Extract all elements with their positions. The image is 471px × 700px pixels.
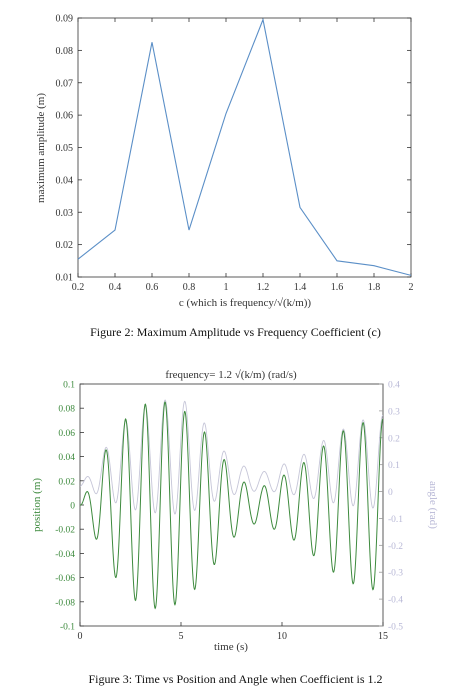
y-tick-label: -0.04 <box>55 550 75 560</box>
y-tick-label: -0.02 <box>55 526 75 536</box>
x-tick-label: 1 <box>224 282 229 293</box>
y-tick-label: 0.06 <box>58 429 75 439</box>
y2-tick-label: -0.4 <box>388 596 403 606</box>
angle-series-line <box>79 399 384 515</box>
position-series-line <box>79 401 384 610</box>
y2-tick-label: 0.2 <box>388 434 400 444</box>
amplitude-series-line <box>77 17 412 276</box>
y-tick-label: 0.09 <box>56 14 74 25</box>
x-tick-label: 1.2 <box>257 282 270 293</box>
plot-area <box>77 17 412 278</box>
x-tick-label: 0.4 <box>109 282 122 293</box>
amplitude-chart: maximum amplitude (m) c (which is freque… <box>35 14 414 310</box>
y-tick-label: 0.08 <box>56 46 74 57</box>
x-axis-label: time (s) <box>214 641 248 653</box>
y2-tick-label: 0.3 <box>388 407 400 417</box>
y-axis-label: position (m) <box>31 478 43 532</box>
y-tick-label: 0.03 <box>56 208 74 219</box>
y2-tick-label: -0.2 <box>388 542 403 552</box>
x-tick-label: 1.4 <box>294 282 307 293</box>
x-tick-label: 0.2 <box>72 282 85 293</box>
x-tick-label: 2 <box>409 282 414 293</box>
y2-tick-label: -0.3 <box>388 569 403 579</box>
x-axis-label: c (which is frequency/√(k/m)) <box>179 297 312 309</box>
y-tick-label: 0 <box>70 502 75 512</box>
y-tick-label: 0.08 <box>58 405 75 415</box>
time-position-chart: frequency= 1.2 √(k/m) (rad/s) position (… <box>31 369 439 653</box>
y-tick-label: 0.04 <box>56 175 74 186</box>
y-tick-label: 0.02 <box>58 477 75 487</box>
x-tick-label: 1.6 <box>331 282 344 293</box>
x-tick-label: 1.8 <box>368 282 381 293</box>
x-tick-label: 5 <box>179 631 184 642</box>
x-tick-label: 10 <box>277 631 287 642</box>
y-tick-label: 0.05 <box>56 143 74 154</box>
y2-tick-label: -0.5 <box>388 623 403 633</box>
y-tick-label: 0.02 <box>56 240 74 251</box>
y-tick-label: 0.06 <box>56 111 74 122</box>
y-tick-label: 0.07 <box>56 78 74 89</box>
y-tick-label: 0.01 <box>56 273 74 284</box>
y-tick-label: -0.1 <box>60 623 75 633</box>
y2-tick-label: 0.1 <box>388 461 400 471</box>
y-tick-label: 0.04 <box>58 453 75 463</box>
y-tick-label: -0.08 <box>55 598 75 608</box>
x-tick-label: 0.8 <box>183 282 196 293</box>
chart-title: frequency= 1.2 √(k/m) (rad/s) <box>165 369 297 381</box>
y2-axis-label: angle (rad) <box>427 481 439 529</box>
figure-2-caption: Figure 2: Maximum Amplitude vs Frequency… <box>90 325 381 339</box>
y2-tick-label: -0.1 <box>388 515 403 525</box>
figure-3-caption: Figure 3: Time vs Position and Angle whe… <box>88 672 383 686</box>
y2-tick-label: 0 <box>388 488 393 498</box>
y-tick-label: -0.06 <box>55 574 75 584</box>
y-axis-label: maximum amplitude (m) <box>35 93 47 203</box>
x-tick-label: 0 <box>78 631 83 642</box>
x-tick-label: 15 <box>378 631 388 642</box>
y2-tick-label: 0.4 <box>388 381 400 391</box>
x-tick-label: 0.6 <box>146 282 159 293</box>
y-tick-label: 0.1 <box>63 381 75 391</box>
